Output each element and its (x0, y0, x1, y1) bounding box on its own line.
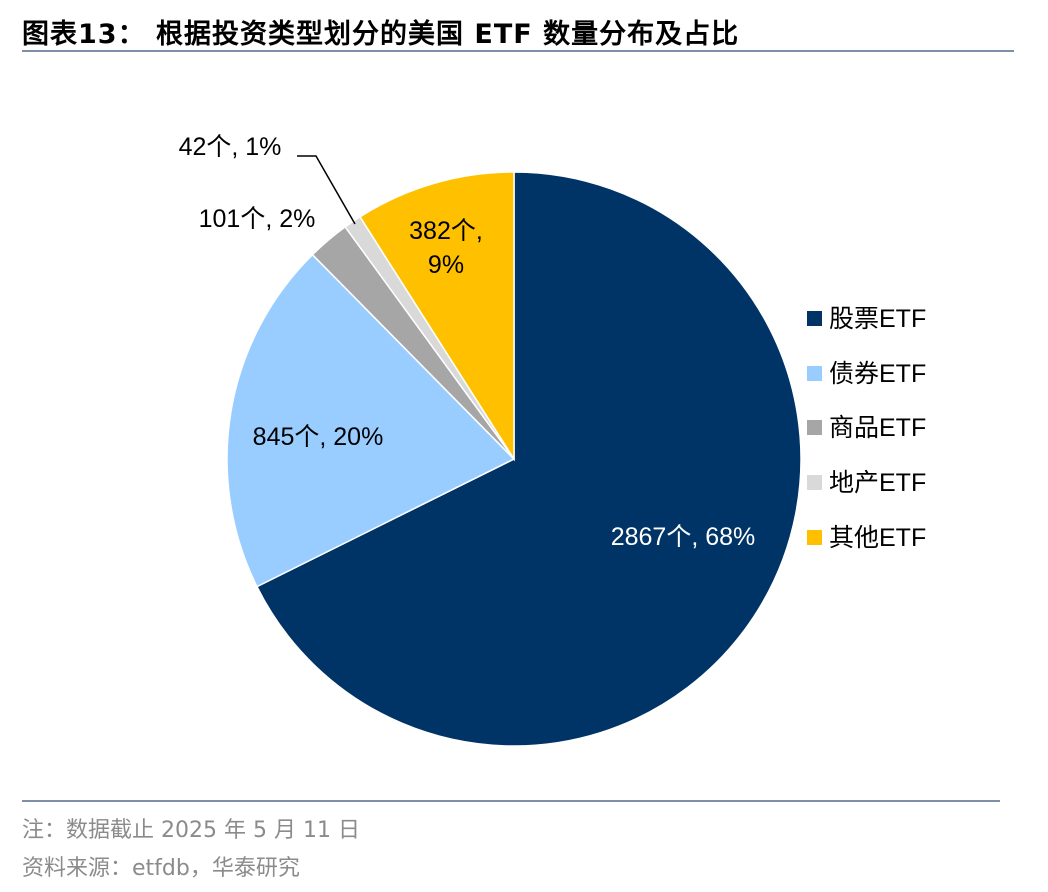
data-label-equity: 2867个, 68% (611, 523, 756, 551)
leader-line-real-estate (297, 155, 356, 225)
title-divider (22, 50, 1014, 52)
pie-slices (226, 171, 802, 747)
legend-swatch-commodity (807, 420, 822, 435)
chart-title: 图表13： 根据投资类型划分的美国 ETF 数量分布及占比 (22, 19, 740, 50)
legend-label-real-estate: 地产ETF (829, 469, 926, 497)
legend-swatch-equity (807, 311, 822, 326)
legend-label-other: 其他ETF (829, 524, 926, 552)
footer-divider (22, 800, 1000, 802)
legend-label-commodity: 商品ETF (829, 414, 926, 442)
legend-label-bond: 债券ETF (829, 360, 926, 388)
data-source: 资料来源：etfdb，华泰研究 (22, 856, 300, 881)
data-label-bond: 845个, 20% (253, 423, 384, 451)
legend-swatch-bond (807, 366, 822, 381)
legend-label-equity: 股票ETF (829, 305, 926, 333)
legend-swatch-real-estate (807, 475, 822, 490)
data-label-other-percent: 9% (428, 251, 464, 279)
data-label-real-estate: 42个, 1% (179, 133, 282, 161)
legend-swatch-other (807, 530, 822, 545)
data-label-commodity: 101个, 2% (199, 205, 316, 233)
leader-lines (297, 155, 356, 225)
pie-slice-bond (226, 253, 516, 588)
pie-slice-equity (255, 171, 802, 747)
pie-slice-other (358, 171, 515, 462)
data-note: 注：数据截止 2025 年 5 月 11 日 (22, 818, 360, 843)
legend: 股票ETF 债券ETF 商品ETF 地产ETF 其他ETF (807, 305, 926, 552)
data-label-other-count: 382个, (409, 217, 483, 245)
